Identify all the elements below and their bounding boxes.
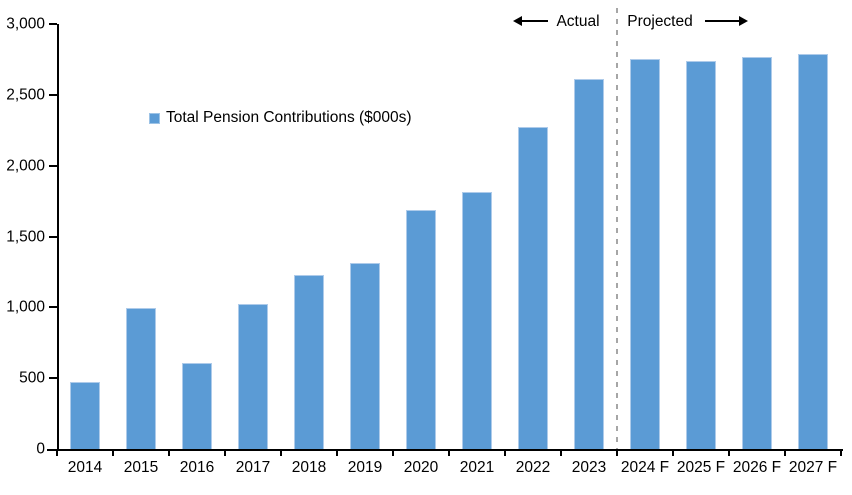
bar-2015 bbox=[126, 308, 156, 449]
actual-projected-divider bbox=[616, 8, 618, 449]
x-axis-label-2024-F: 2024 F bbox=[620, 459, 670, 476]
y-axis-tick bbox=[49, 93, 57, 96]
x-axis-tick bbox=[672, 451, 674, 456]
projected-section-label: Projected bbox=[627, 13, 693, 30]
legend-label: Total Pension Contributions ($000s) bbox=[166, 109, 412, 126]
y-axis-label: 3,000 bbox=[6, 15, 45, 33]
x-axis-label-2027-F: 2027 F bbox=[788, 459, 838, 476]
bar-2022 bbox=[518, 127, 548, 449]
x-axis-label-2023: 2023 bbox=[571, 459, 607, 476]
x-axis-label-2014: 2014 bbox=[67, 459, 103, 476]
x-axis-label-2025-F: 2025 F bbox=[676, 459, 726, 476]
x-axis-tick bbox=[448, 451, 450, 456]
x-axis-tick bbox=[280, 451, 282, 456]
bar-2020 bbox=[406, 210, 436, 449]
y-axis-tick bbox=[49, 235, 57, 238]
bar-2014 bbox=[70, 382, 100, 449]
x-axis-tick bbox=[392, 451, 394, 456]
y-axis-tick bbox=[49, 377, 57, 380]
bar-2019 bbox=[350, 263, 380, 449]
x-axis-tick bbox=[784, 451, 786, 456]
x-axis-tick bbox=[168, 451, 170, 456]
bar-2025-F bbox=[686, 61, 716, 449]
y-axis-label: 500 bbox=[19, 369, 45, 387]
legend-swatch-icon bbox=[149, 112, 160, 124]
x-axis-label-2026-F: 2026 F bbox=[732, 459, 782, 476]
legend: Total Pension Contributions ($000s) bbox=[149, 109, 412, 127]
bar-2027-F bbox=[798, 54, 828, 449]
actual-section-label: Actual bbox=[556, 13, 600, 30]
y-axis-tick bbox=[49, 164, 57, 167]
x-axis bbox=[47, 449, 843, 451]
x-axis-tick bbox=[728, 451, 730, 456]
y-axis-tick bbox=[49, 23, 57, 25]
y-axis bbox=[57, 24, 59, 451]
x-axis-label-2018: 2018 bbox=[291, 459, 327, 476]
x-axis-label-2016: 2016 bbox=[179, 459, 215, 476]
x-axis-label-2019: 2019 bbox=[347, 459, 383, 476]
x-axis-label-2020: 2020 bbox=[403, 459, 439, 476]
bar-2024-F bbox=[630, 59, 660, 449]
y-axis-label: 1,500 bbox=[6, 227, 45, 245]
actual-left-arrow-icon bbox=[513, 16, 548, 26]
x-axis-tick bbox=[336, 451, 338, 456]
x-axis-tick bbox=[224, 451, 226, 456]
x-axis-tick bbox=[112, 451, 114, 456]
bar-2021 bbox=[462, 192, 492, 449]
y-axis-tick bbox=[49, 306, 57, 309]
y-axis-label: 1,000 bbox=[6, 298, 45, 316]
bar-2026-F bbox=[742, 57, 772, 449]
x-axis-tick bbox=[616, 451, 618, 456]
x-axis-tick bbox=[56, 451, 58, 456]
x-axis-tick bbox=[840, 451, 842, 456]
y-axis-label: 2,500 bbox=[6, 86, 45, 104]
x-axis-tick bbox=[560, 451, 562, 456]
projected-right-arrow-icon bbox=[705, 16, 748, 26]
bar-2023 bbox=[574, 79, 604, 449]
x-axis-label-2015: 2015 bbox=[123, 459, 159, 476]
bar-2017 bbox=[238, 304, 268, 449]
x-axis-tick bbox=[504, 451, 506, 456]
x-axis-label-2022: 2022 bbox=[515, 459, 551, 476]
y-axis-label: 0 bbox=[36, 440, 45, 458]
x-axis-label-2021: 2021 bbox=[459, 459, 495, 476]
x-axis-label-2017: 2017 bbox=[235, 459, 271, 476]
bar-2016 bbox=[182, 363, 212, 449]
y-axis-label: 2,000 bbox=[6, 156, 45, 174]
bar-2018 bbox=[294, 275, 324, 449]
